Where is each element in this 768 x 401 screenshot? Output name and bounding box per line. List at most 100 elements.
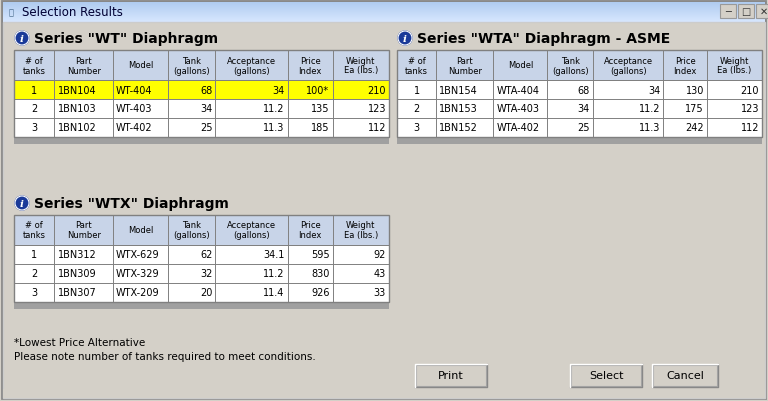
Circle shape <box>398 32 412 46</box>
Text: tanks: tanks <box>23 231 46 240</box>
Text: Cancel: Cancel <box>666 371 704 381</box>
Text: *Lowest Price Alternative: *Lowest Price Alternative <box>14 337 145 347</box>
Text: 595: 595 <box>311 250 329 260</box>
Text: 1BN153: 1BN153 <box>439 104 478 114</box>
Text: Model: Model <box>508 61 533 70</box>
Text: 2: 2 <box>31 269 38 279</box>
Bar <box>14 215 389 302</box>
Text: ✕: ✕ <box>760 7 768 17</box>
Text: □: □ <box>741 7 750 17</box>
Text: (gallons): (gallons) <box>233 231 270 240</box>
Text: 34: 34 <box>578 104 590 114</box>
Text: Acceptance: Acceptance <box>604 57 653 65</box>
Text: Index: Index <box>299 231 322 240</box>
Text: Weight: Weight <box>346 221 376 230</box>
Text: 11.2: 11.2 <box>639 104 660 114</box>
Text: i: i <box>20 200 24 209</box>
Text: 33: 33 <box>374 288 386 298</box>
Text: Model: Model <box>128 61 154 70</box>
Bar <box>14 51 389 138</box>
Text: 11.3: 11.3 <box>639 123 660 133</box>
Text: 135: 135 <box>311 104 329 114</box>
Text: tanks: tanks <box>23 66 46 75</box>
Text: (gallons): (gallons) <box>610 66 647 75</box>
Bar <box>397 138 762 145</box>
Bar <box>3 389 765 398</box>
Text: 3: 3 <box>414 123 420 133</box>
Bar <box>397 119 762 138</box>
Bar <box>14 100 389 119</box>
Text: ─: ─ <box>725 7 731 17</box>
Bar <box>3 12 765 13</box>
Text: WT-402: WT-402 <box>116 123 153 133</box>
Text: WTX-329: WTX-329 <box>116 269 160 279</box>
Text: 242: 242 <box>685 123 704 133</box>
Text: 1BN104: 1BN104 <box>58 85 96 95</box>
Bar <box>14 215 389 245</box>
Bar <box>14 81 389 100</box>
Bar <box>738 5 754 19</box>
Text: Price: Price <box>300 57 320 65</box>
Text: # of: # of <box>25 57 43 65</box>
Text: 62: 62 <box>200 250 212 260</box>
Text: 25: 25 <box>578 123 590 133</box>
Text: Acceptance: Acceptance <box>227 57 276 65</box>
Bar <box>416 365 486 386</box>
Text: 1: 1 <box>31 85 38 95</box>
Text: WT-404: WT-404 <box>116 85 153 95</box>
Text: Tank: Tank <box>183 57 201 65</box>
Text: Model: Model <box>128 226 154 235</box>
Bar <box>14 119 389 138</box>
Bar <box>756 5 768 19</box>
Text: 34: 34 <box>648 85 660 95</box>
Bar <box>720 5 736 19</box>
Text: 11.2: 11.2 <box>263 269 285 279</box>
Text: 11.2: 11.2 <box>263 104 285 114</box>
Text: Number: Number <box>448 66 482 75</box>
Bar <box>3 20 765 21</box>
Bar <box>14 138 389 145</box>
Text: # of: # of <box>408 57 425 65</box>
Text: WTA-403: WTA-403 <box>496 104 539 114</box>
Text: 34.1: 34.1 <box>263 250 285 260</box>
Bar <box>3 3 765 4</box>
Text: 68: 68 <box>578 85 590 95</box>
Text: i: i <box>20 35 24 44</box>
Text: (gallons): (gallons) <box>233 66 270 75</box>
Text: 3: 3 <box>31 288 38 298</box>
Text: 34: 34 <box>273 85 285 95</box>
Text: Ea (lbs.): Ea (lbs.) <box>717 66 752 75</box>
Bar <box>3 22 765 23</box>
Text: 210: 210 <box>740 85 759 95</box>
Text: 1BN103: 1BN103 <box>58 104 96 114</box>
Bar <box>397 51 762 138</box>
Text: 100*: 100* <box>306 85 329 95</box>
Bar <box>3 18 765 19</box>
Text: Ea (lbs.): Ea (lbs.) <box>343 66 378 75</box>
Text: 2: 2 <box>31 104 38 114</box>
Text: Index: Index <box>674 66 697 75</box>
Text: 926: 926 <box>311 288 329 298</box>
Text: 1BN309: 1BN309 <box>58 269 96 279</box>
Text: 3: 3 <box>31 123 38 133</box>
Bar <box>14 283 389 302</box>
Text: ⬜: ⬜ <box>9 8 14 18</box>
Text: Part: Part <box>75 57 92 65</box>
Text: Select: Select <box>589 371 624 381</box>
Text: i: i <box>403 35 407 44</box>
Text: WTX-629: WTX-629 <box>116 250 160 260</box>
Text: 34: 34 <box>200 104 212 114</box>
Text: Series "WTX" Diaphragm: Series "WTX" Diaphragm <box>34 196 229 211</box>
Bar <box>14 51 389 81</box>
Text: 1BN312: 1BN312 <box>58 250 96 260</box>
Text: WTX-209: WTX-209 <box>116 288 160 298</box>
Text: WTA-402: WTA-402 <box>496 123 540 133</box>
Text: Price: Price <box>300 221 320 230</box>
Text: Part: Part <box>457 57 473 65</box>
Text: Price: Price <box>675 57 696 65</box>
Bar <box>653 365 717 386</box>
Bar <box>3 6 765 7</box>
Text: Number: Number <box>67 66 101 75</box>
Circle shape <box>15 196 29 211</box>
Text: tanks: tanks <box>406 66 429 75</box>
